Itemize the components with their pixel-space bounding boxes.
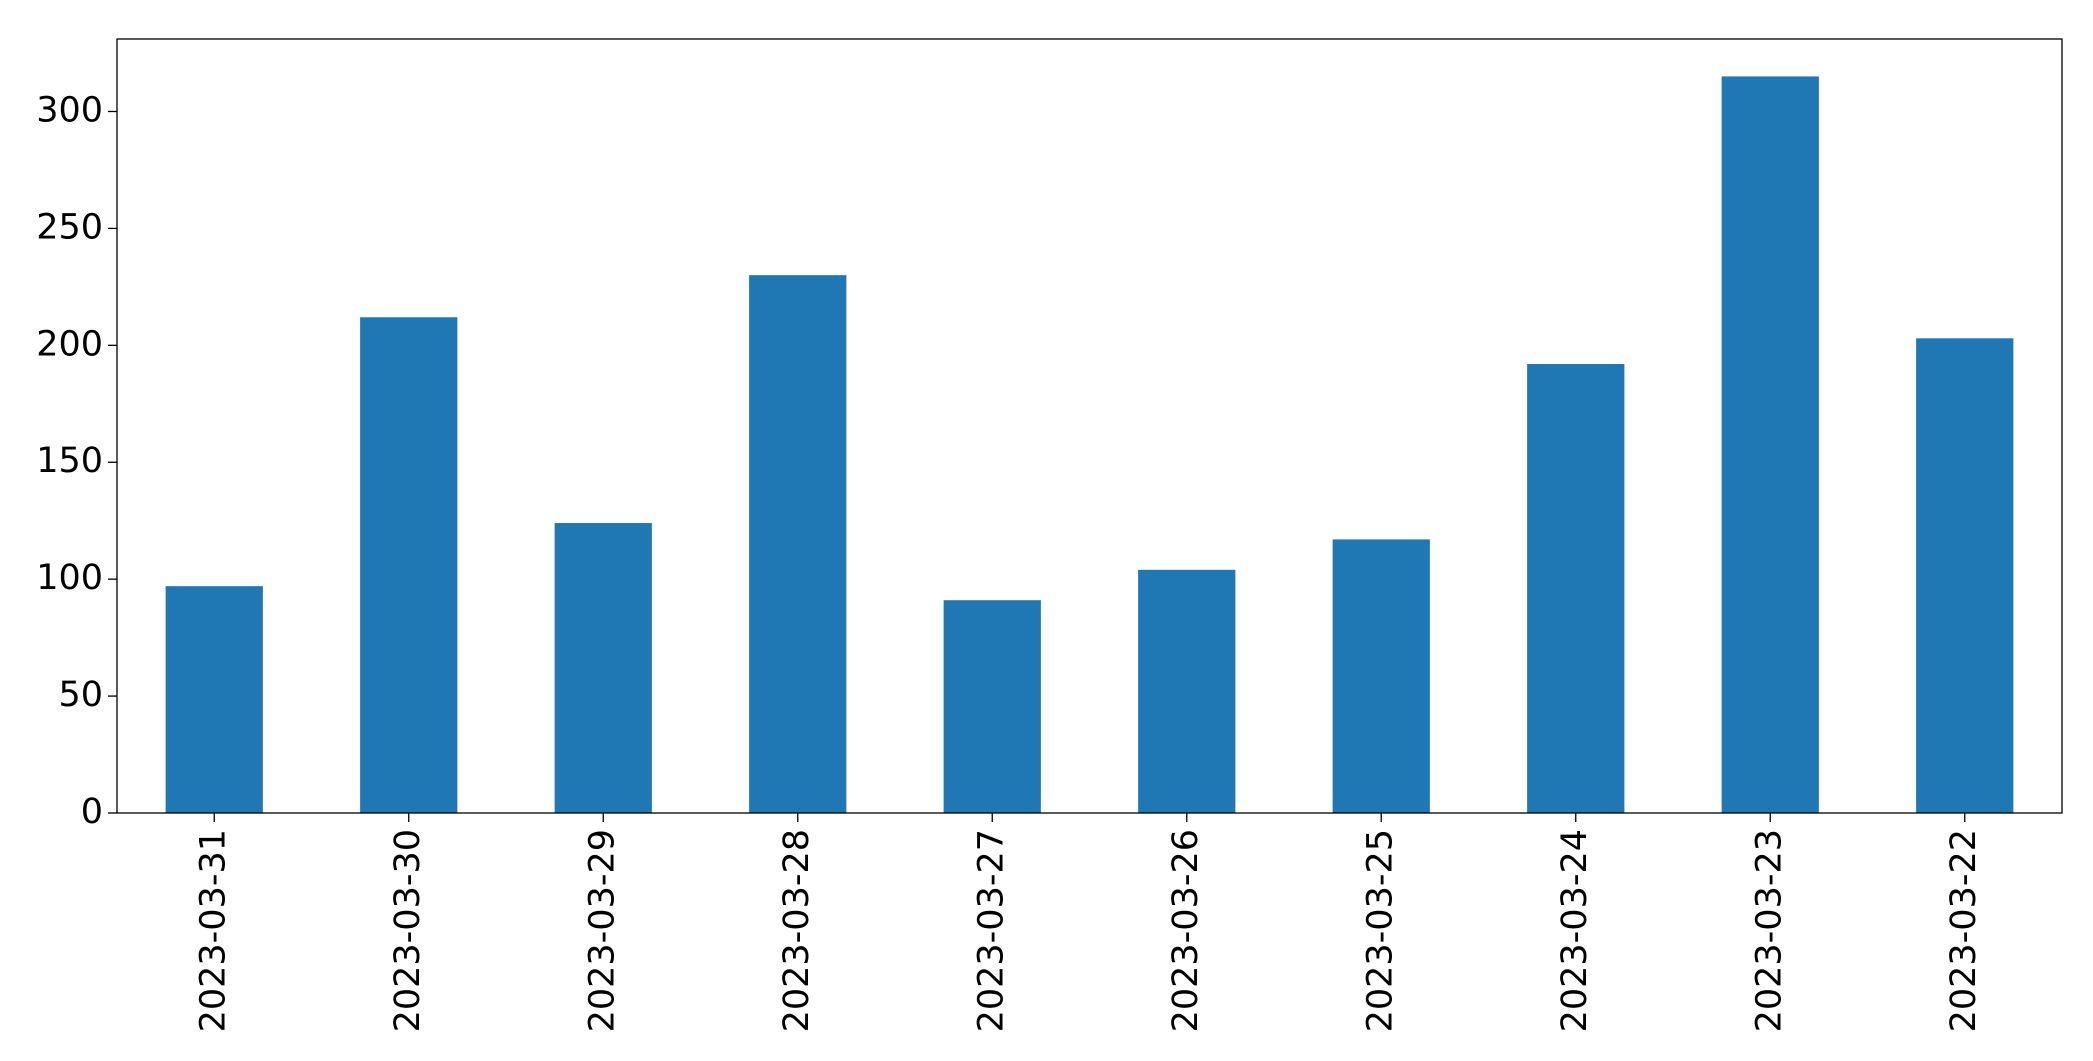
bar [554,523,652,813]
y-tick-label: 100 [36,558,103,598]
y-tick-label: 200 [36,324,103,364]
x-tick-label: 2023-03-30 [388,829,428,1032]
x-tick-label: 2023-03-24 [1555,829,1595,1032]
x-tick-label: 2023-03-22 [1944,829,1984,1032]
y-tick-label: 50 [58,675,103,715]
bar [1332,539,1430,813]
bar [1138,569,1236,813]
y-tick-label: 300 [36,90,103,130]
bar [943,600,1041,813]
y-tick-label: 150 [36,441,103,481]
y-tick-label: 250 [36,207,103,247]
bar [749,275,847,813]
x-tick-label: 2023-03-26 [1166,829,1206,1032]
bar [1721,76,1819,814]
bar [165,586,263,813]
x-tick-label: 2023-03-31 [193,829,233,1032]
bar [360,317,458,813]
y-tick-label: 0 [81,792,103,832]
x-tick-label: 2023-03-29 [582,829,622,1032]
x-tick-label: 2023-03-27 [971,829,1011,1032]
plot-frame [116,38,2063,814]
x-tick-label: 2023-03-23 [1749,829,1789,1032]
bar [1916,338,2014,813]
bar [1527,364,1625,813]
x-tick-label: 2023-03-28 [777,829,817,1032]
x-tick-label: 2023-03-25 [1360,829,1400,1032]
